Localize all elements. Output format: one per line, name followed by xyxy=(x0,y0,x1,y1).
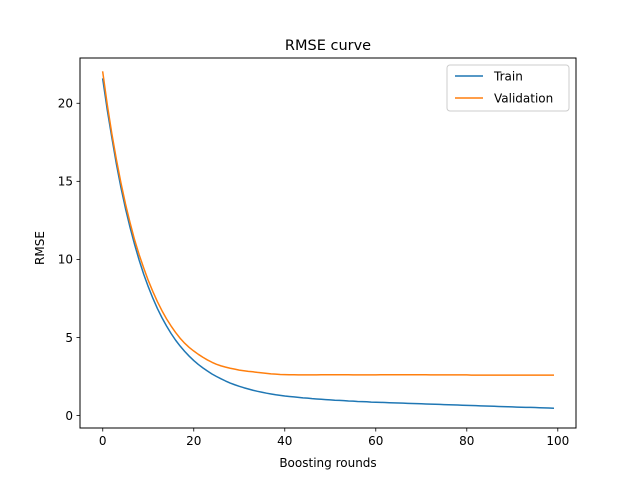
y-axis-ticks: 0 5 10 15 20 xyxy=(58,97,80,423)
x-axis-ticks: 0 20 40 60 80 100 xyxy=(99,428,569,448)
x-axis-label: Boosting rounds xyxy=(279,456,376,470)
y-tick-label: 5 xyxy=(65,331,73,345)
legend-label-validation: Validation xyxy=(494,92,553,106)
legend-label-train: Train xyxy=(493,70,523,84)
x-tick-label: 100 xyxy=(546,434,569,448)
x-tick-label: 40 xyxy=(277,434,292,448)
y-axis-label: RMSE xyxy=(33,231,47,265)
y-tick-label: 10 xyxy=(58,253,73,267)
y-tick-label: 20 xyxy=(58,97,73,111)
series-line-train xyxy=(101,78,555,409)
plot-area: 0 20 40 60 80 100 0 5 10 15 20 xyxy=(58,57,577,448)
axes-frame xyxy=(79,57,577,429)
x-tick-label: 60 xyxy=(368,434,383,448)
series-line-validation xyxy=(101,71,554,376)
x-tick-label: 80 xyxy=(459,434,474,448)
x-tick-label: 20 xyxy=(186,434,201,448)
chart-title: RMSE curve xyxy=(285,38,371,54)
y-tick-label: 15 xyxy=(58,175,73,189)
series-layer xyxy=(101,71,555,409)
y-tick-label: 0 xyxy=(65,409,73,423)
legend: Train Validation xyxy=(446,64,570,112)
x-tick-label: 0 xyxy=(99,434,107,448)
